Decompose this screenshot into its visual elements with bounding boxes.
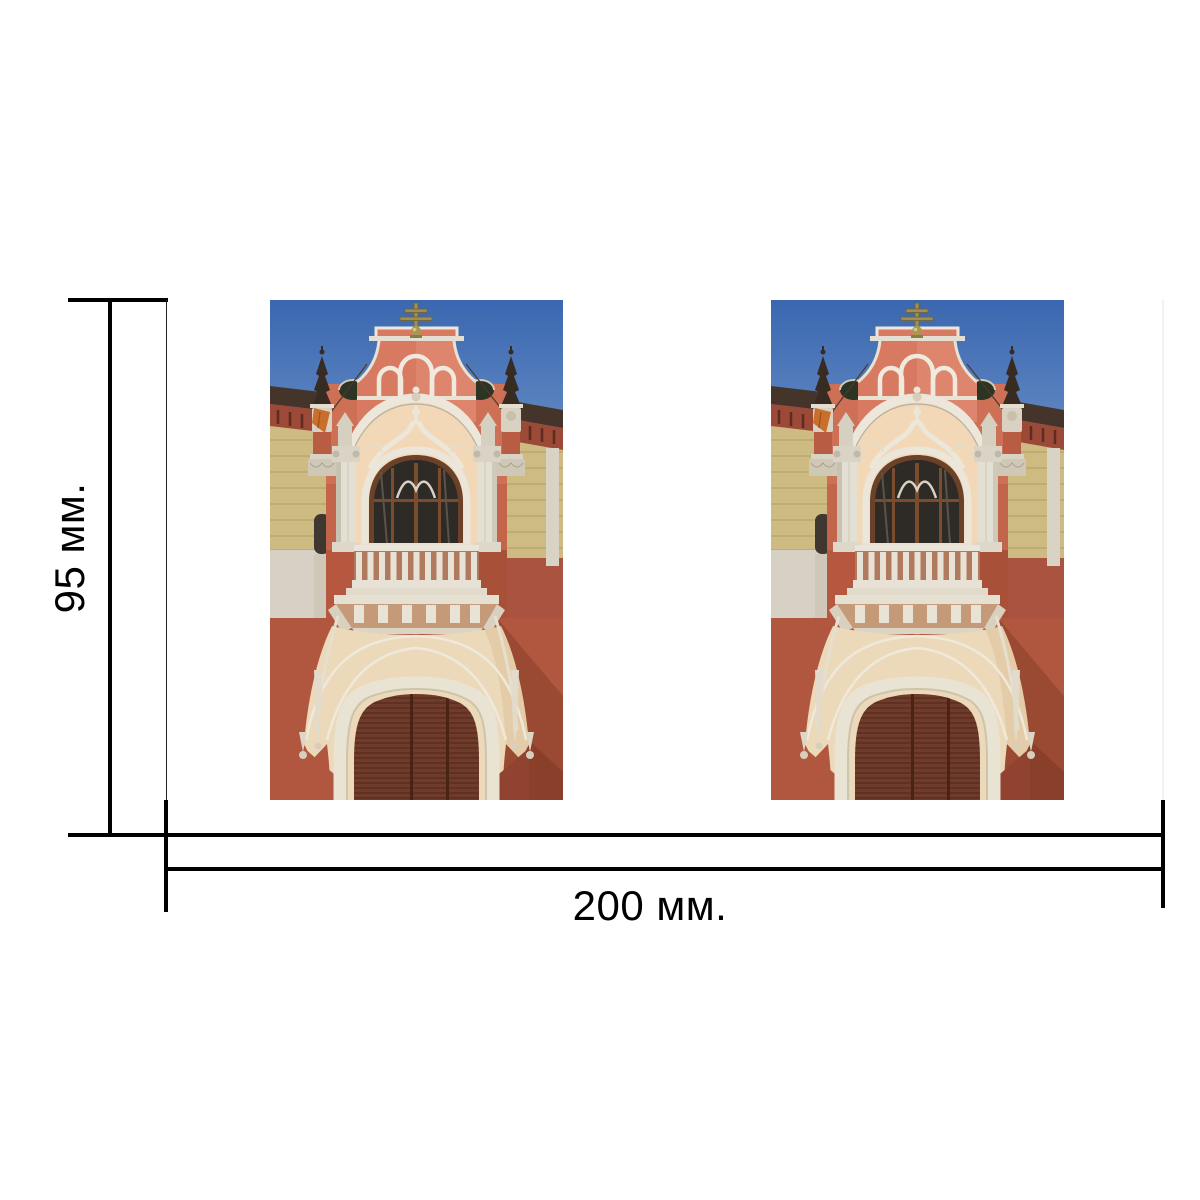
left-extension-line: [166, 300, 167, 802]
facade-photo-left: [270, 300, 563, 800]
width-dimension-left-tick: [164, 800, 168, 912]
facade-photo-right: [771, 300, 1064, 800]
height-dimension-line: [108, 298, 112, 837]
height-dimension-label: 95 мм.: [46, 482, 93, 614]
right-extension-line: [1162, 300, 1164, 802]
width-dimension-label: 200 мм.: [572, 882, 728, 929]
bottom-edge-line: [68, 833, 1165, 837]
width-dimension-right-tick: [1161, 800, 1165, 908]
height-dimension-top-tick: [68, 298, 168, 302]
width-dimension-line: [166, 867, 1165, 871]
